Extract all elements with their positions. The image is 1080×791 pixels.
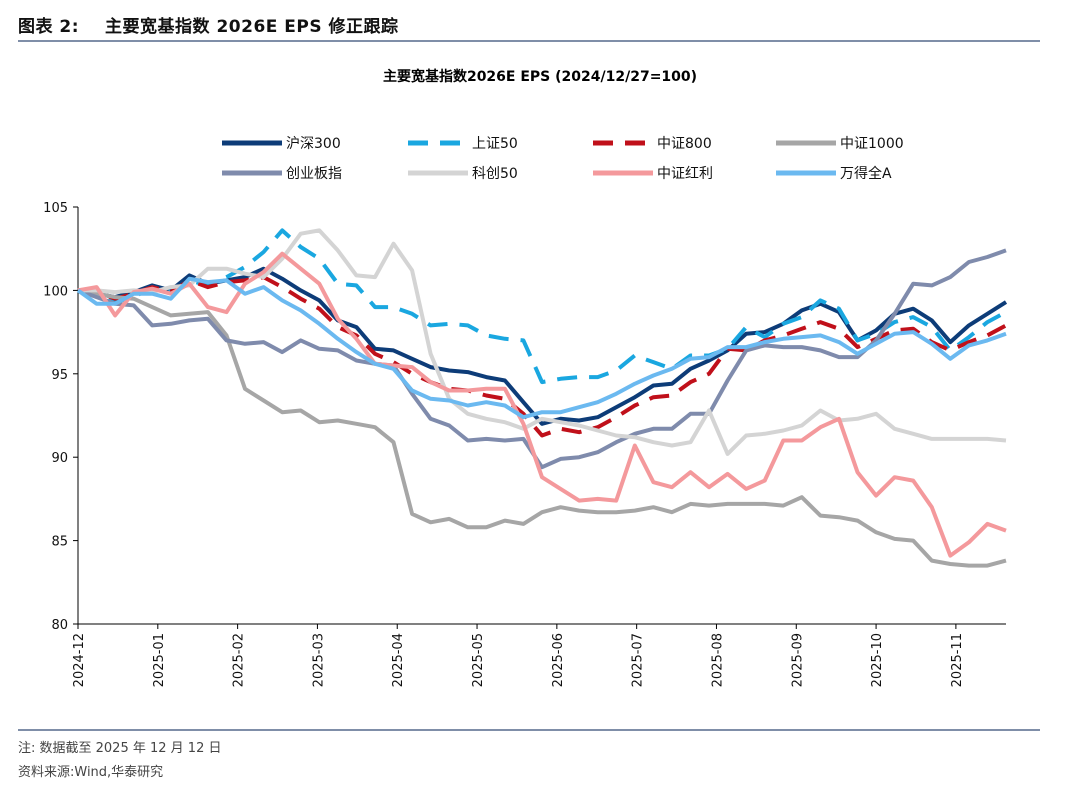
legend-label: 中证1000 (840, 136, 904, 152)
figure-title-text: 主要宽基指数 2026E EPS 修正跟踪 (105, 17, 399, 37)
series-lines (76, 228, 1008, 568)
footnote-date: 注: 数据截至 2025 年 12 月 12 日 (18, 741, 222, 756)
legend: 沪深300 上证50 中证800 中证1000 创业板指 科创50 中证红利 万得全A (222, 136, 904, 182)
footnote-source: 资料来源:Wind,华泰研究 (18, 765, 164, 780)
y-tick-label: 95 (51, 368, 68, 383)
series-line-科创50 (78, 228, 1007, 456)
x-tick-label: 2025-01 (152, 633, 167, 687)
x-tick-label: 2025-08 (710, 633, 725, 687)
y-tick-label: 90 (51, 451, 68, 466)
legend-label: 科创50 (472, 166, 518, 182)
axes: 80 85 90 95 100 105 2024-12 2025-01 2025-02 2025-… (43, 201, 1006, 687)
x-tick-label: 2025-09 (790, 633, 805, 687)
x-tick-label: 2025-04 (391, 633, 406, 687)
x-tick-label: 2025-11 (950, 633, 965, 687)
legend-label: 中证红利 (657, 166, 713, 182)
legend-label: 上证50 (472, 136, 518, 152)
legend-label: 中证800 (657, 136, 712, 152)
x-tick-label: 2024-12 (72, 633, 87, 687)
x-tick-label: 2025-10 (870, 633, 885, 687)
x-tick-label: 2025-05 (471, 633, 486, 687)
figure-title: 图表 2: 主要宽基指数 2026E EPS 修正跟踪 (18, 12, 399, 37)
series-line-中证800 (77, 275, 1007, 438)
chart-title: 主要宽基指数2026E EPS (2024/12/27=100) (383, 68, 697, 85)
top-divider (18, 40, 1040, 42)
x-tick-label: 2025-06 (551, 633, 566, 687)
series-line-创业板指 (77, 248, 1007, 470)
y-tick-label: 85 (51, 535, 68, 550)
x-tick-label: 2025-02 (232, 633, 247, 687)
series-line-上证50 (77, 228, 1007, 385)
legend-label: 创业板指 (286, 166, 342, 182)
y-tick-label: 80 (51, 618, 68, 633)
series-line-沪深300 (77, 266, 1008, 426)
series-line-中证红利 (77, 251, 1007, 558)
x-tick-label: 2025-07 (631, 633, 646, 687)
figure-number: 图表 2: (18, 17, 80, 37)
x-tick-label: 2025-03 (311, 633, 326, 687)
y-tick-label: 105 (43, 201, 68, 216)
legend-label: 万得全A (840, 165, 892, 182)
series-line-中证1000 (77, 288, 1007, 568)
legend-label: 沪深300 (286, 136, 341, 152)
series-line-万得全A (76, 276, 1007, 420)
y-tick-label: 100 (43, 284, 68, 299)
bottom-divider (18, 729, 1040, 731)
